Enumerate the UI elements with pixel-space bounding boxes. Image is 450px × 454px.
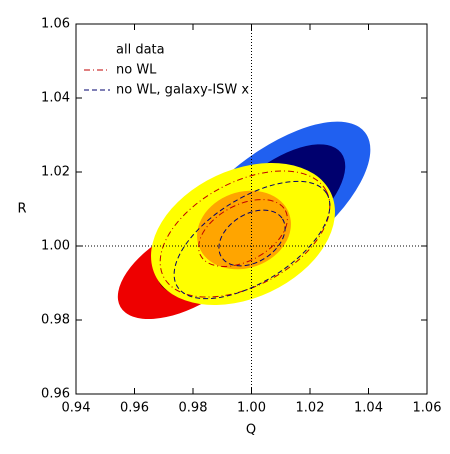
y-tick-label: 0.96 xyxy=(41,387,70,402)
y-tick-label: 0.98 xyxy=(41,313,70,328)
x-tick-label: 0.98 xyxy=(179,401,208,416)
legend-label: all data xyxy=(116,43,165,58)
x-axis-label: Q xyxy=(246,423,256,438)
legend-label: no WL xyxy=(116,63,157,78)
legend-label: no WL, galaxy-ISW x xyxy=(116,83,249,98)
x-tick-label: 1.00 xyxy=(237,401,266,416)
x-tick-label: 1.02 xyxy=(296,401,325,416)
x-tick-label: 1.06 xyxy=(413,401,442,416)
contour-dashed-inner xyxy=(218,209,286,267)
x-tick-label: 0.94 xyxy=(62,401,91,416)
y-tick-label: 1.06 xyxy=(41,17,70,32)
contour-dashdot-outer xyxy=(159,170,331,298)
y-tick-label: 1.02 xyxy=(41,165,70,180)
x-tick-label: 1.04 xyxy=(354,401,383,416)
contour-dashed-outer xyxy=(173,180,331,300)
contours xyxy=(117,121,371,320)
y-tick-label: 1.00 xyxy=(41,239,70,254)
y-axis-label: R xyxy=(17,202,26,217)
y-tick-label: 1.04 xyxy=(41,91,70,106)
x-tick-label: 0.96 xyxy=(120,401,149,416)
